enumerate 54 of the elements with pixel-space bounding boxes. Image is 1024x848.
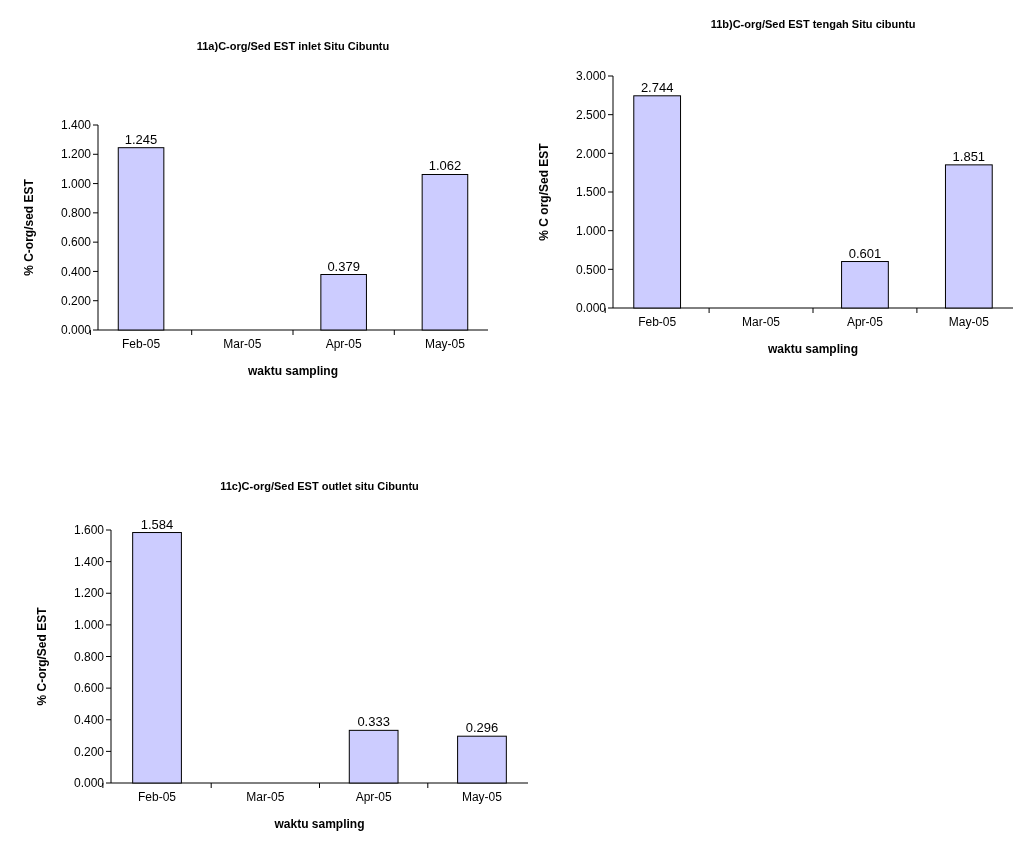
y-tick-label: 0.600	[60, 235, 92, 250]
chart-title: 11a)C-org/Sed EST inlet Situ Cibuntu	[196, 40, 390, 52]
y-tick-label: 0.800	[73, 649, 105, 664]
x-tick-label: May-05	[461, 790, 503, 804]
x-tick-label: Apr-05	[846, 315, 884, 329]
data-label: 1.851	[952, 148, 986, 164]
data-label: 0.333	[357, 714, 390, 730]
y-tick-label: 1.000	[73, 618, 105, 633]
x-axis-title: waktu sampling	[766, 342, 859, 356]
x-tick-label: May-05	[424, 337, 466, 351]
y-axis-title: % C org/Sed EST	[537, 142, 551, 241]
y-axis-title: % C-org/sed EST	[22, 178, 36, 276]
y-tick-label: 0.000	[73, 776, 105, 791]
y-tick-label: 1.400	[60, 118, 92, 133]
chart-title: 11c)C-org/Sed EST outlet situ Cibuntu	[220, 480, 419, 492]
x-tick-label: Feb-05	[138, 790, 177, 804]
x-axis-title: waktu sampling	[273, 817, 365, 831]
x-axis-title: waktu sampling	[246, 364, 339, 378]
y-tick-label: 0.500	[575, 262, 607, 277]
data-label: 1.584	[140, 516, 174, 532]
x-tick-label: Mar-05	[223, 337, 262, 351]
y-tick-label: 1.400	[73, 554, 105, 569]
y-tick-label: 0.600	[73, 681, 105, 696]
y-tick-label: 0.000	[575, 301, 607, 316]
x-tick-label: Apr-05	[325, 337, 362, 351]
x-tick-label: Apr-05	[355, 790, 392, 804]
y-tick-label: 1.000	[575, 223, 607, 238]
data-label: 2.744	[640, 79, 674, 95]
y-tick-label: 0.400	[60, 264, 92, 279]
y-tick-label: 1.500	[575, 185, 607, 200]
y-tick-label: 1.000	[60, 176, 92, 191]
x-tick-label: Mar-05	[246, 790, 285, 804]
data-label: 0.296	[465, 720, 499, 736]
data-label: 0.379	[327, 258, 360, 274]
x-tick-label: Feb-05	[638, 315, 677, 329]
x-tick-label: Mar-05	[742, 315, 781, 329]
y-tick-label: 0.400	[73, 712, 105, 727]
y-tick-label: 1.200	[60, 147, 92, 162]
chart-title: 11b)C-org/Sed EST tengah Situ cibuntu	[710, 18, 916, 30]
data-label: 1.245	[124, 131, 158, 147]
y-tick-label: 1.600	[73, 523, 105, 538]
y-tick-label: 2.500	[575, 107, 607, 122]
y-axis-title: % C-org/Sed EST	[35, 606, 49, 706]
y-tick-label: 2.000	[575, 146, 607, 161]
y-tick-label: 1.200	[73, 586, 105, 601]
x-tick-label: Feb-05	[122, 337, 161, 351]
y-tick-label: 0.800	[60, 206, 92, 221]
y-tick-label: 0.000	[60, 323, 92, 338]
y-tick-label: 0.200	[60, 293, 92, 308]
data-label: 1.062	[428, 158, 462, 174]
x-tick-label: May-05	[948, 315, 990, 329]
data-label: 0.601	[848, 245, 882, 261]
y-tick-label: 3.000	[575, 69, 607, 84]
y-tick-label: 0.200	[73, 744, 105, 759]
